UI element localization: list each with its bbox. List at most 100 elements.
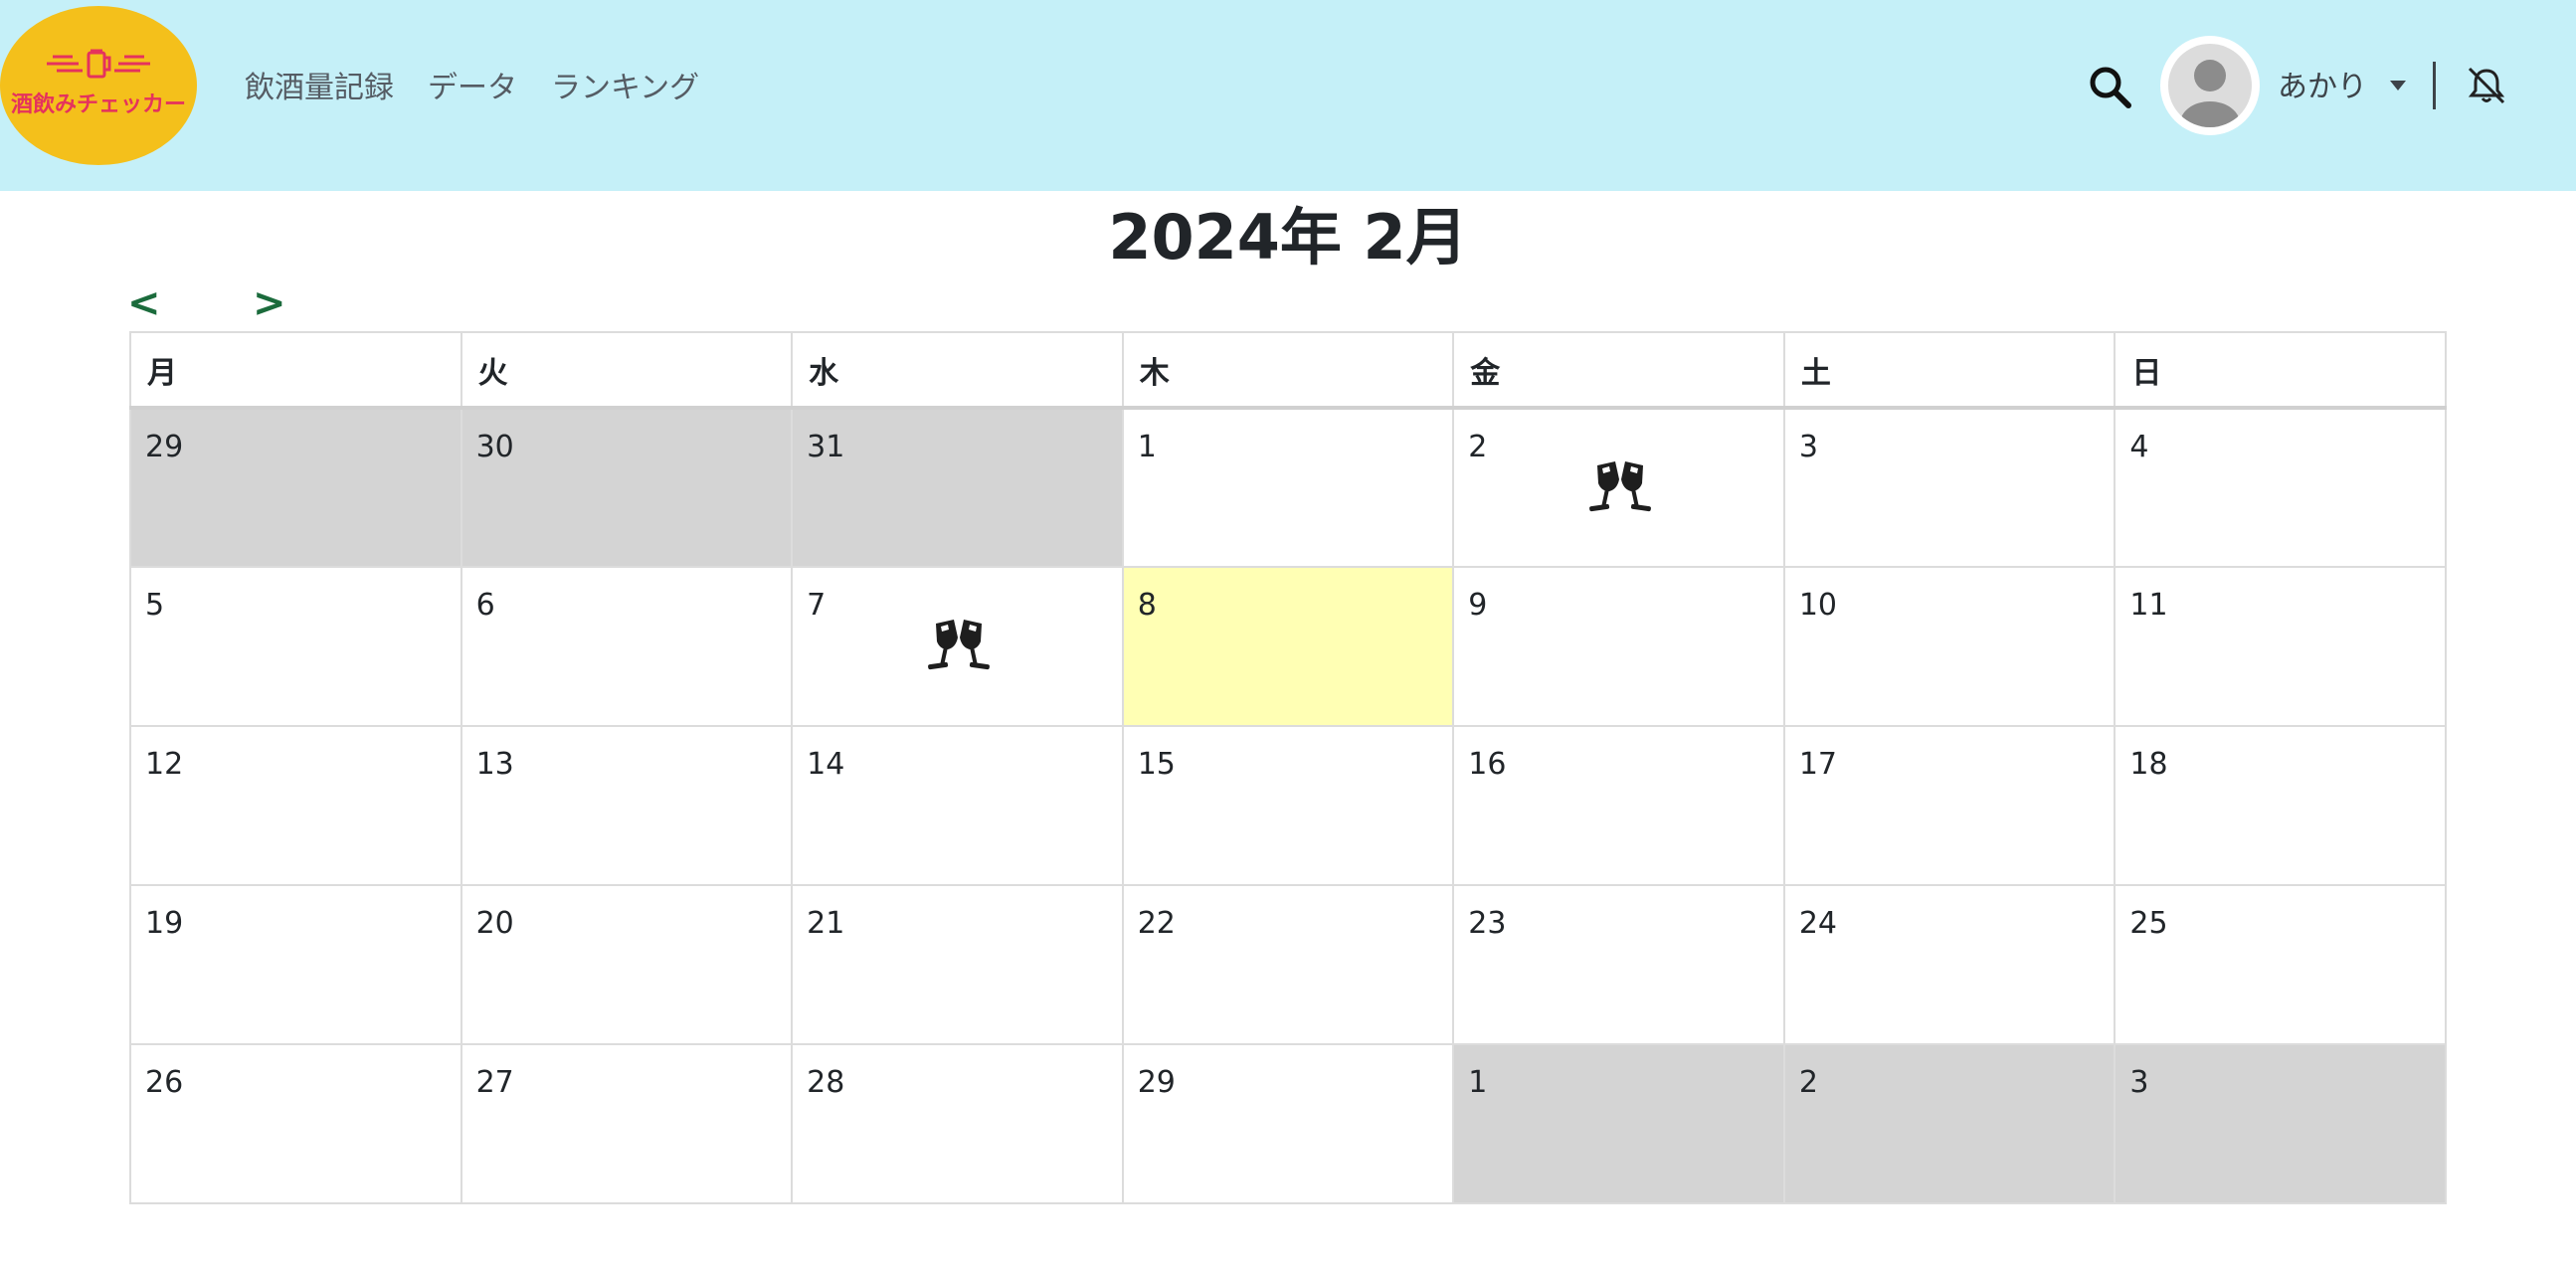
- day-number: 24: [1798, 906, 1837, 941]
- calendar-day[interactable]: 23: [1452, 884, 1785, 1045]
- next-month-button[interactable]: >: [253, 280, 286, 326]
- weekday-thu: 木: [1121, 331, 1455, 409]
- calendar-day[interactable]: 27: [460, 1043, 794, 1204]
- nav-link-ranking[interactable]: ランキング: [551, 71, 700, 105]
- calendar-day[interactable]: 20: [460, 884, 794, 1045]
- day-number: 10: [1798, 588, 1837, 623]
- calendar-day-other-month[interactable]: 1: [1452, 1043, 1785, 1204]
- calendar-day[interactable]: 24: [1782, 884, 2116, 1045]
- day-number: 11: [2129, 588, 2168, 623]
- day-number: 30: [475, 430, 514, 464]
- glass-cheers-icon: [1589, 461, 1652, 512]
- calendar-day[interactable]: 6: [460, 566, 794, 727]
- calendar-grid: 月 火 水 木 金 土 日 29 30 31 1 2 3 4 5 6 7 8 9 10 11 12 13 14 1…: [129, 331, 2447, 1204]
- day-number: 13: [475, 747, 514, 782]
- calendar-day-other-month[interactable]: 31: [791, 407, 1124, 568]
- calendar-day-other-month[interactable]: 3: [2114, 1043, 2447, 1204]
- calendar-day[interactable]: 25: [2114, 884, 2447, 1045]
- day-number: 4: [2129, 430, 2149, 464]
- calendar-day[interactable]: 22: [1121, 884, 1455, 1045]
- day-number: 25: [2129, 906, 2168, 941]
- day-number: 12: [145, 747, 184, 782]
- weekday-sat: 土: [1782, 331, 2116, 409]
- day-number: 28: [807, 1065, 845, 1100]
- calendar-day[interactable]: 11: [2114, 566, 2447, 727]
- day-number: 29: [145, 430, 184, 464]
- calendar-week-row: 26 27 28 29 1 2 3: [129, 1043, 2447, 1204]
- day-number: 5: [145, 588, 165, 623]
- navbar: 酒飲みチェッカー 飲酒量記録 データ ランキング あかり: [0, 0, 2576, 191]
- calendar-week-row: 19 20 21 22 23 24 25: [129, 884, 2447, 1045]
- day-number: 7: [807, 588, 827, 623]
- app-logo[interactable]: 酒飲みチェッカー: [0, 6, 197, 165]
- calendar-day-other-month[interactable]: 30: [460, 407, 794, 568]
- bell-slash-icon[interactable]: [2467, 66, 2506, 105]
- calendar-day[interactable]: 14: [791, 725, 1124, 886]
- calendar-day-today[interactable]: 8: [1121, 566, 1455, 727]
- day-number: 15: [1137, 747, 1176, 782]
- calendar-day[interactable]: 17: [1782, 725, 2116, 886]
- day-number: 3: [2129, 1065, 2149, 1100]
- search-icon[interactable]: [2087, 64, 2132, 109]
- calendar-day[interactable]: 5: [129, 566, 462, 727]
- day-number: 23: [1468, 906, 1507, 941]
- day-number: 16: [1468, 747, 1507, 782]
- calendar-day[interactable]: 2: [1452, 407, 1785, 568]
- day-number: 26: [145, 1065, 184, 1100]
- day-number: 6: [475, 588, 495, 623]
- calendar-week-row: 5 6 7 8 9 10 11: [129, 566, 2447, 727]
- calendar-day[interactable]: 12: [129, 725, 462, 886]
- calendar-day[interactable]: 13: [460, 725, 794, 886]
- calendar-day[interactable]: 1: [1121, 407, 1455, 568]
- calendar-day-other-month[interactable]: 29: [129, 407, 462, 568]
- main-nav: 飲酒量記録 データ ランキング: [245, 62, 733, 107]
- day-number: 31: [807, 430, 845, 464]
- day-number: 1: [1468, 1065, 1488, 1100]
- nav-link-data[interactable]: データ: [428, 71, 517, 105]
- prev-month-button[interactable]: <: [127, 280, 161, 326]
- day-number: 1: [1137, 430, 1157, 464]
- day-number: 22: [1137, 906, 1176, 941]
- calendar-day[interactable]: 29: [1121, 1043, 1455, 1204]
- day-number: 17: [1798, 747, 1837, 782]
- calendar-day-other-month[interactable]: 2: [1782, 1043, 2116, 1204]
- calendar-day[interactable]: 18: [2114, 725, 2447, 886]
- calendar-day[interactable]: 15: [1121, 725, 1455, 886]
- day-number: 29: [1137, 1065, 1176, 1100]
- calendar-day[interactable]: 26: [129, 1043, 462, 1204]
- day-number: 8: [1137, 588, 1157, 623]
- day-number: 19: [145, 906, 184, 941]
- weekday-tue: 火: [460, 331, 794, 409]
- day-number: 3: [1798, 430, 1818, 464]
- weekday-mon: 月: [129, 331, 462, 409]
- calendar-week-row: 29 30 31 1 2 3 4: [129, 407, 2447, 568]
- glass-cheers-icon: [928, 620, 991, 670]
- weekday-header-row: 月 火 水 木 金 土 日: [129, 331, 2447, 409]
- nav-link-drink-record[interactable]: 飲酒量記録: [245, 71, 394, 105]
- calendar-day[interactable]: 4: [2114, 407, 2447, 568]
- day-number: 18: [2129, 747, 2168, 782]
- calendar-day[interactable]: 21: [791, 884, 1124, 1045]
- day-number: 2: [1468, 430, 1488, 464]
- user-icon: [2168, 44, 2252, 127]
- weekday-fri: 金: [1452, 331, 1785, 409]
- day-number: 14: [807, 747, 845, 782]
- calendar-day[interactable]: 10: [1782, 566, 2116, 727]
- calendar-day[interactable]: 7: [791, 566, 1124, 727]
- chevron-down-icon[interactable]: [2389, 80, 2407, 91]
- weekday-wed: 水: [791, 331, 1124, 409]
- calendar-title: 2024年 2月: [1108, 201, 1468, 273]
- calendar-day[interactable]: 16: [1452, 725, 1785, 886]
- calendar-day[interactable]: 28: [791, 1043, 1124, 1204]
- day-number: 9: [1468, 588, 1488, 623]
- day-number: 21: [807, 906, 845, 941]
- calendar-day[interactable]: 9: [1452, 566, 1785, 727]
- weekday-sun: 日: [2114, 331, 2447, 409]
- user-name[interactable]: あかり: [2278, 70, 2367, 104]
- calendar-day[interactable]: 3: [1782, 407, 2116, 568]
- day-number: 27: [475, 1065, 514, 1100]
- calendar-week-row: 12 13 14 15 16 17 18: [129, 725, 2447, 886]
- calendar-day[interactable]: 19: [129, 884, 462, 1045]
- beer-mug-icon: [47, 49, 150, 79]
- avatar[interactable]: [2160, 36, 2260, 135]
